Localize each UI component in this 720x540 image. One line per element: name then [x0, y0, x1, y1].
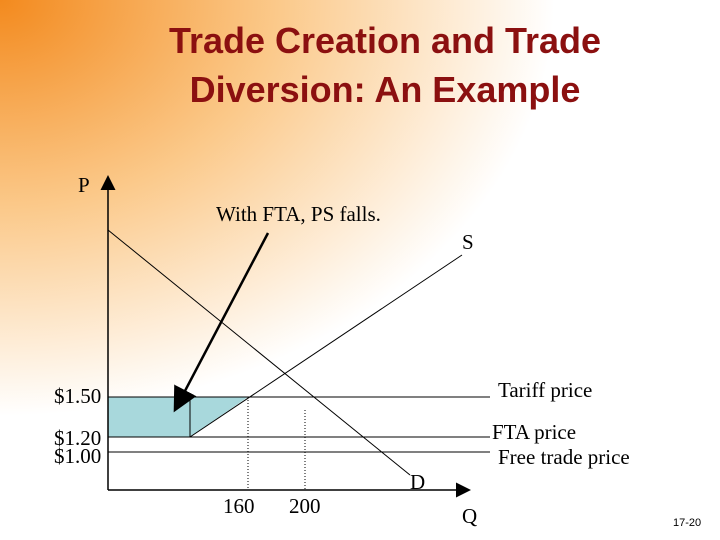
arrow [173, 232, 270, 413]
title: Diversion: An Example [190, 69, 581, 110]
price-name: Free trade price [498, 445, 630, 469]
curve-label: D [410, 470, 425, 494]
curve-label: S [462, 230, 474, 254]
quantity-label: 160 [223, 494, 255, 518]
annotation: With FTA, PS falls. [216, 202, 381, 226]
price-label: $1.20 [54, 426, 101, 450]
price-label: $1.00 [54, 444, 101, 468]
price-name: Tariff price [498, 378, 592, 402]
slide-number: 17-20 [673, 517, 701, 529]
axis-label: P [78, 173, 90, 197]
axis-label: Q [462, 504, 477, 528]
price-name: FTA price [492, 420, 576, 444]
title: Trade Creation and Trade [169, 20, 601, 61]
price-label: $1.50 [54, 384, 101, 408]
supply-line [189, 254, 463, 438]
quantity-label: 200 [289, 494, 321, 518]
demand-line [107, 229, 411, 476]
shaded-area [108, 397, 248, 437]
